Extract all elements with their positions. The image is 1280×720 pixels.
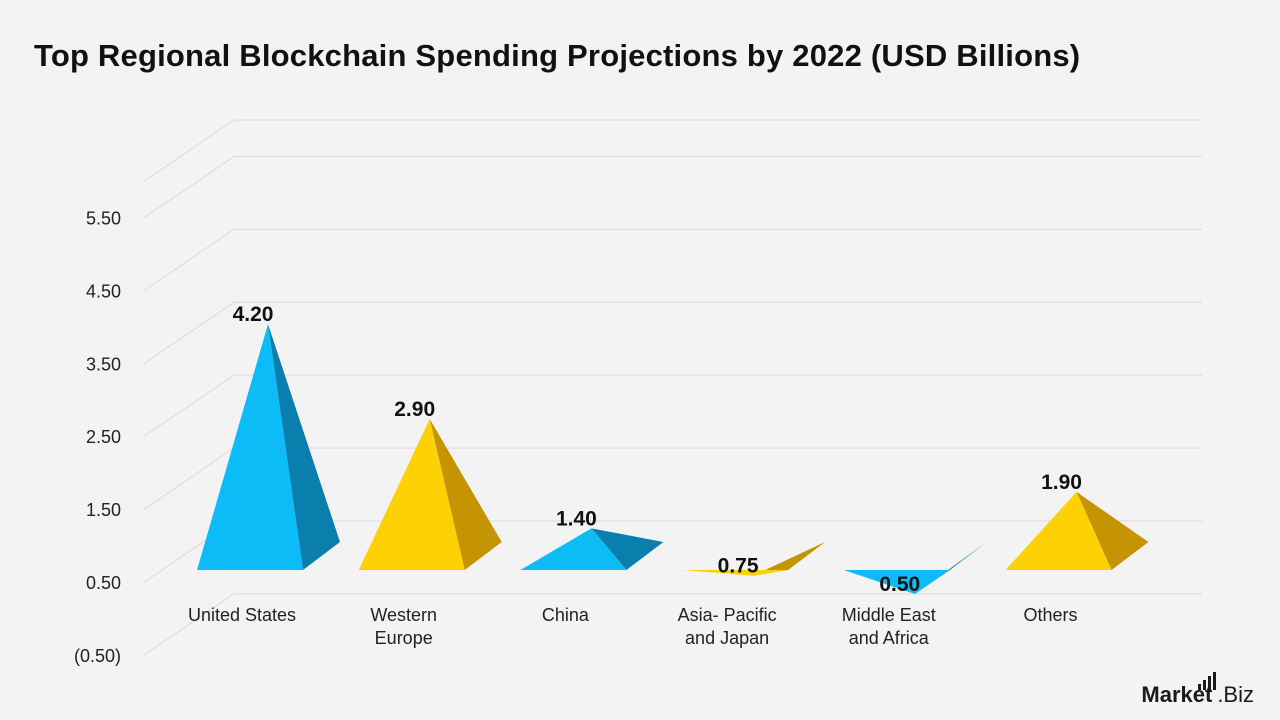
x-category-label: Western — [370, 605, 437, 625]
x-category-label: Asia- Pacific — [678, 605, 777, 625]
brand-logo: Market .Biz — [1141, 672, 1254, 708]
bar — [682, 570, 789, 576]
y-tick-label: 0.50 — [86, 573, 121, 593]
data-label: 2.90 — [394, 398, 435, 421]
bar — [1005, 491, 1112, 570]
gridline-depth — [142, 301, 235, 365]
chart-title: Top Regional Blockchain Spending Project… — [34, 38, 1081, 73]
x-category-label: Middle East — [842, 605, 936, 625]
bar-layer — [197, 324, 1149, 594]
gridline-depth — [142, 593, 235, 657]
x-category-label: and Africa — [849, 628, 930, 648]
y-tick-label: (0.50) — [74, 646, 121, 666]
grid-layer — [142, 119, 1202, 657]
gridline-depth — [142, 374, 235, 438]
data-label: 4.20 — [233, 303, 274, 326]
x-category-label: China — [542, 605, 590, 625]
x-category-label: Others — [1023, 605, 1077, 625]
y-tick-label: 3.50 — [86, 354, 121, 374]
bar — [197, 324, 303, 570]
data-label: 0.75 — [718, 555, 759, 578]
gridline-depth — [142, 155, 235, 219]
y-tick-label: 4.50 — [86, 281, 121, 301]
x-category-label: and Japan — [685, 628, 769, 648]
y-tick-label: 2.50 — [86, 427, 121, 447]
y-tick-label: 5.50 — [86, 208, 121, 228]
data-label: 1.40 — [556, 507, 597, 530]
x-category-label: Europe — [375, 628, 433, 648]
data-label: 0.50 — [879, 573, 920, 596]
bar — [358, 418, 465, 570]
brand-logo-part2: .Biz — [1217, 682, 1254, 707]
y-axis-ticks: (0.50) 0.50 1.50 2.50 3.50 4.50 5.50 — [74, 208, 121, 665]
bar-side — [268, 324, 340, 570]
bar-side — [429, 418, 502, 570]
bar-side — [1076, 491, 1149, 570]
bar-chart-icon — [1198, 672, 1217, 690]
bar-side — [753, 542, 826, 576]
gridline-depth — [142, 119, 235, 183]
bar — [520, 528, 627, 570]
gridline-depth — [142, 447, 235, 511]
y-tick-label: 1.50 — [86, 500, 121, 520]
data-label: 1.90 — [1041, 471, 1082, 494]
data-label-layer: 4.20 2.90 1.40 0.75 0.50 1.90 — [233, 303, 1082, 596]
bar-side — [591, 528, 664, 570]
x-axis-labels: United States Western Europe China Asia- Pac… — [188, 605, 1078, 648]
gridline-depth — [142, 228, 235, 292]
x-category-label: United States — [188, 605, 296, 625]
bar — [843, 570, 950, 594]
